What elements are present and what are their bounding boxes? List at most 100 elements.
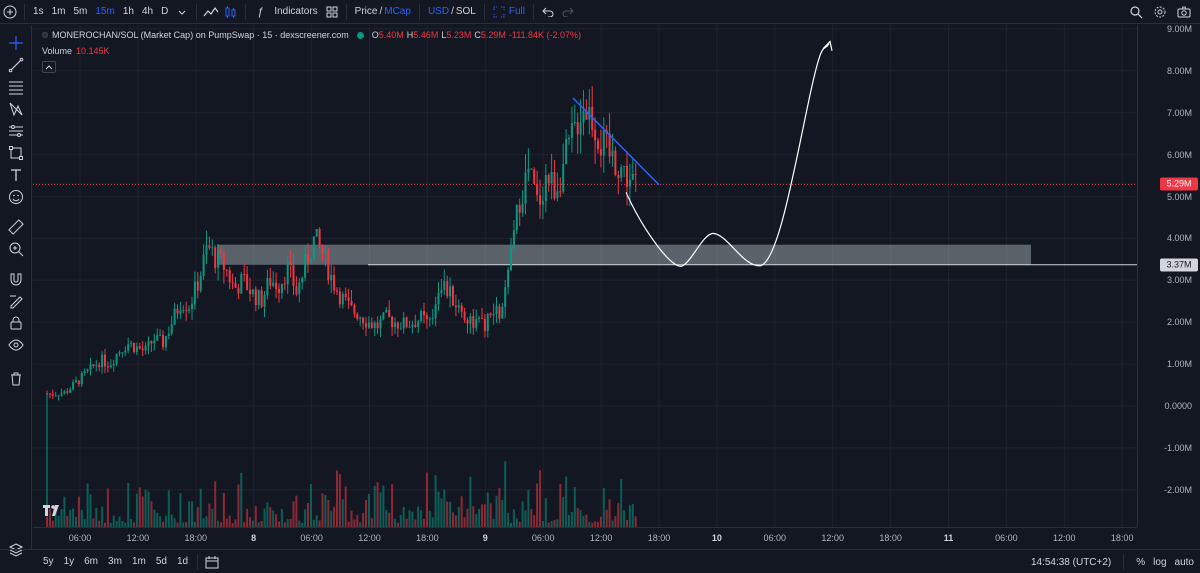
range-1y[interactable]: 1y xyxy=(63,556,75,567)
volume-bar xyxy=(251,520,254,527)
gear-icon[interactable] xyxy=(1150,0,1170,24)
object-tree-icon[interactable] xyxy=(6,540,26,560)
auto-toggle[interactable]: auto xyxy=(1174,556,1194,568)
line-chart-icon[interactable] xyxy=(201,0,221,24)
time-axis[interactable]: 06:00 12:00 18:00 8 06:00 12:00 18:00 9 06:00 12:… xyxy=(33,527,1137,549)
volume-bar xyxy=(170,514,173,527)
indicators-icon[interactable]: ƒ xyxy=(257,5,264,18)
candle-body xyxy=(576,122,579,135)
volume-bar xyxy=(115,521,118,527)
candle-body xyxy=(434,304,437,319)
percent-toggle[interactable]: % xyxy=(1136,556,1146,568)
chart-canvas[interactable] xyxy=(33,25,1137,527)
search-icon[interactable] xyxy=(1126,0,1146,24)
undo-icon[interactable] xyxy=(538,0,558,24)
candle-body xyxy=(257,290,260,306)
emoji-icon[interactable] xyxy=(6,187,26,207)
volume-bar xyxy=(127,482,130,527)
candle-style-icon[interactable] xyxy=(221,0,241,24)
volume-bar xyxy=(188,501,191,527)
volume-bar xyxy=(179,493,182,527)
log-toggle[interactable]: log xyxy=(1153,556,1167,568)
volume-bar xyxy=(396,522,399,527)
text-icon[interactable] xyxy=(6,165,26,185)
interval-15m[interactable]: 15m xyxy=(95,5,115,17)
trend-line-icon[interactable] xyxy=(6,55,26,75)
forecast-icon[interactable] xyxy=(6,121,26,141)
range-3m[interactable]: 3m xyxy=(108,556,122,567)
magnet-icon[interactable] xyxy=(6,269,26,289)
volume-bar xyxy=(283,522,286,527)
range-1d[interactable]: 1d xyxy=(176,556,189,567)
candle-body xyxy=(498,306,501,319)
candle-body xyxy=(231,282,234,284)
lock-icon[interactable] xyxy=(6,313,26,333)
camera-icon[interactable] xyxy=(1174,0,1194,24)
interval-1m[interactable]: 1m xyxy=(51,5,66,17)
mcap-toggle[interactable]: MCap xyxy=(384,5,411,17)
drawing-mode-icon[interactable] xyxy=(6,291,26,311)
volume-bar xyxy=(208,503,211,527)
volume-bar xyxy=(51,520,54,527)
interval-4h[interactable]: 4h xyxy=(141,5,154,17)
clock[interactable]: 14:54:38 (UTC+2) xyxy=(1030,556,1112,568)
toggle-slash: / xyxy=(379,6,383,17)
interval-5m[interactable]: 5m xyxy=(73,5,88,17)
interval-1s[interactable]: 1s xyxy=(33,5,44,17)
symbol-title[interactable]: MONEROCHAN/SOL (Market Cap) on PumpSwap … xyxy=(52,30,349,40)
candle-body xyxy=(478,317,481,319)
indicators-button[interactable]: Indicators xyxy=(274,5,318,17)
redo-icon[interactable] xyxy=(558,0,578,24)
candle-body xyxy=(373,322,376,329)
shapes-icon[interactable] xyxy=(6,143,26,163)
fullscreen-icon[interactable] xyxy=(489,0,509,24)
usd-toggle[interactable]: USD xyxy=(427,5,450,17)
volume-bar xyxy=(547,522,550,527)
candle-body xyxy=(414,324,417,327)
tradingview-logo-icon[interactable] xyxy=(42,503,62,517)
volume-bar xyxy=(260,520,263,527)
volume-bar xyxy=(144,489,147,527)
volume-label[interactable]: Volume xyxy=(42,46,73,56)
volume-bar xyxy=(585,514,588,527)
trash-icon[interactable] xyxy=(6,369,26,389)
calendar-icon[interactable] xyxy=(202,550,222,573)
top-right-tools xyxy=(1126,0,1194,24)
time-tick: 12:00 xyxy=(1053,533,1076,543)
layouts-icon[interactable] xyxy=(322,0,342,24)
add-symbol-icon[interactable] xyxy=(0,0,20,24)
range-5d[interactable]: 5d xyxy=(155,556,167,567)
sol-toggle[interactable]: SOL xyxy=(455,5,476,17)
range-5y[interactable]: 5y xyxy=(43,556,54,567)
chart-pane[interactable] xyxy=(33,25,1137,527)
volume-bar xyxy=(382,485,385,527)
volume-bar xyxy=(185,522,188,527)
zoom-in-icon[interactable] xyxy=(6,239,26,259)
candle-body xyxy=(89,364,92,370)
fib-retracement-icon[interactable] xyxy=(6,77,26,97)
ruler-icon[interactable] xyxy=(6,217,26,237)
price-toggle[interactable]: Price xyxy=(354,5,378,17)
volume-bar xyxy=(463,517,466,527)
collapse-legend-button[interactable] xyxy=(42,61,56,73)
volume-bar xyxy=(228,515,231,527)
candle-body xyxy=(156,334,159,341)
range-6m[interactable]: 6m xyxy=(84,556,99,567)
range-1m[interactable]: 1m xyxy=(131,556,146,567)
pattern-icon[interactable] xyxy=(6,99,26,119)
candle-body xyxy=(278,289,280,293)
interval-dropdown-icon[interactable] xyxy=(172,0,192,24)
candle-body xyxy=(431,318,434,320)
volume-bar xyxy=(515,518,518,527)
full-button[interactable]: Full xyxy=(508,5,525,17)
eye-icon[interactable] xyxy=(6,335,26,355)
level-price-label: 3.37M xyxy=(1160,258,1198,272)
interval-d[interactable]: D xyxy=(161,5,169,17)
candle-body xyxy=(350,301,353,305)
price-axis[interactable]: 9.00M 8.00M 7.00M 6.00M 5.00M 4.00M 3.00M 2.00M… xyxy=(1137,24,1200,527)
volume-bar xyxy=(104,522,106,527)
candle-body xyxy=(307,254,309,264)
time-tick: 12:00 xyxy=(821,533,844,543)
crosshair-icon[interactable] xyxy=(6,33,26,53)
interval-1h[interactable]: 1h xyxy=(122,5,134,17)
